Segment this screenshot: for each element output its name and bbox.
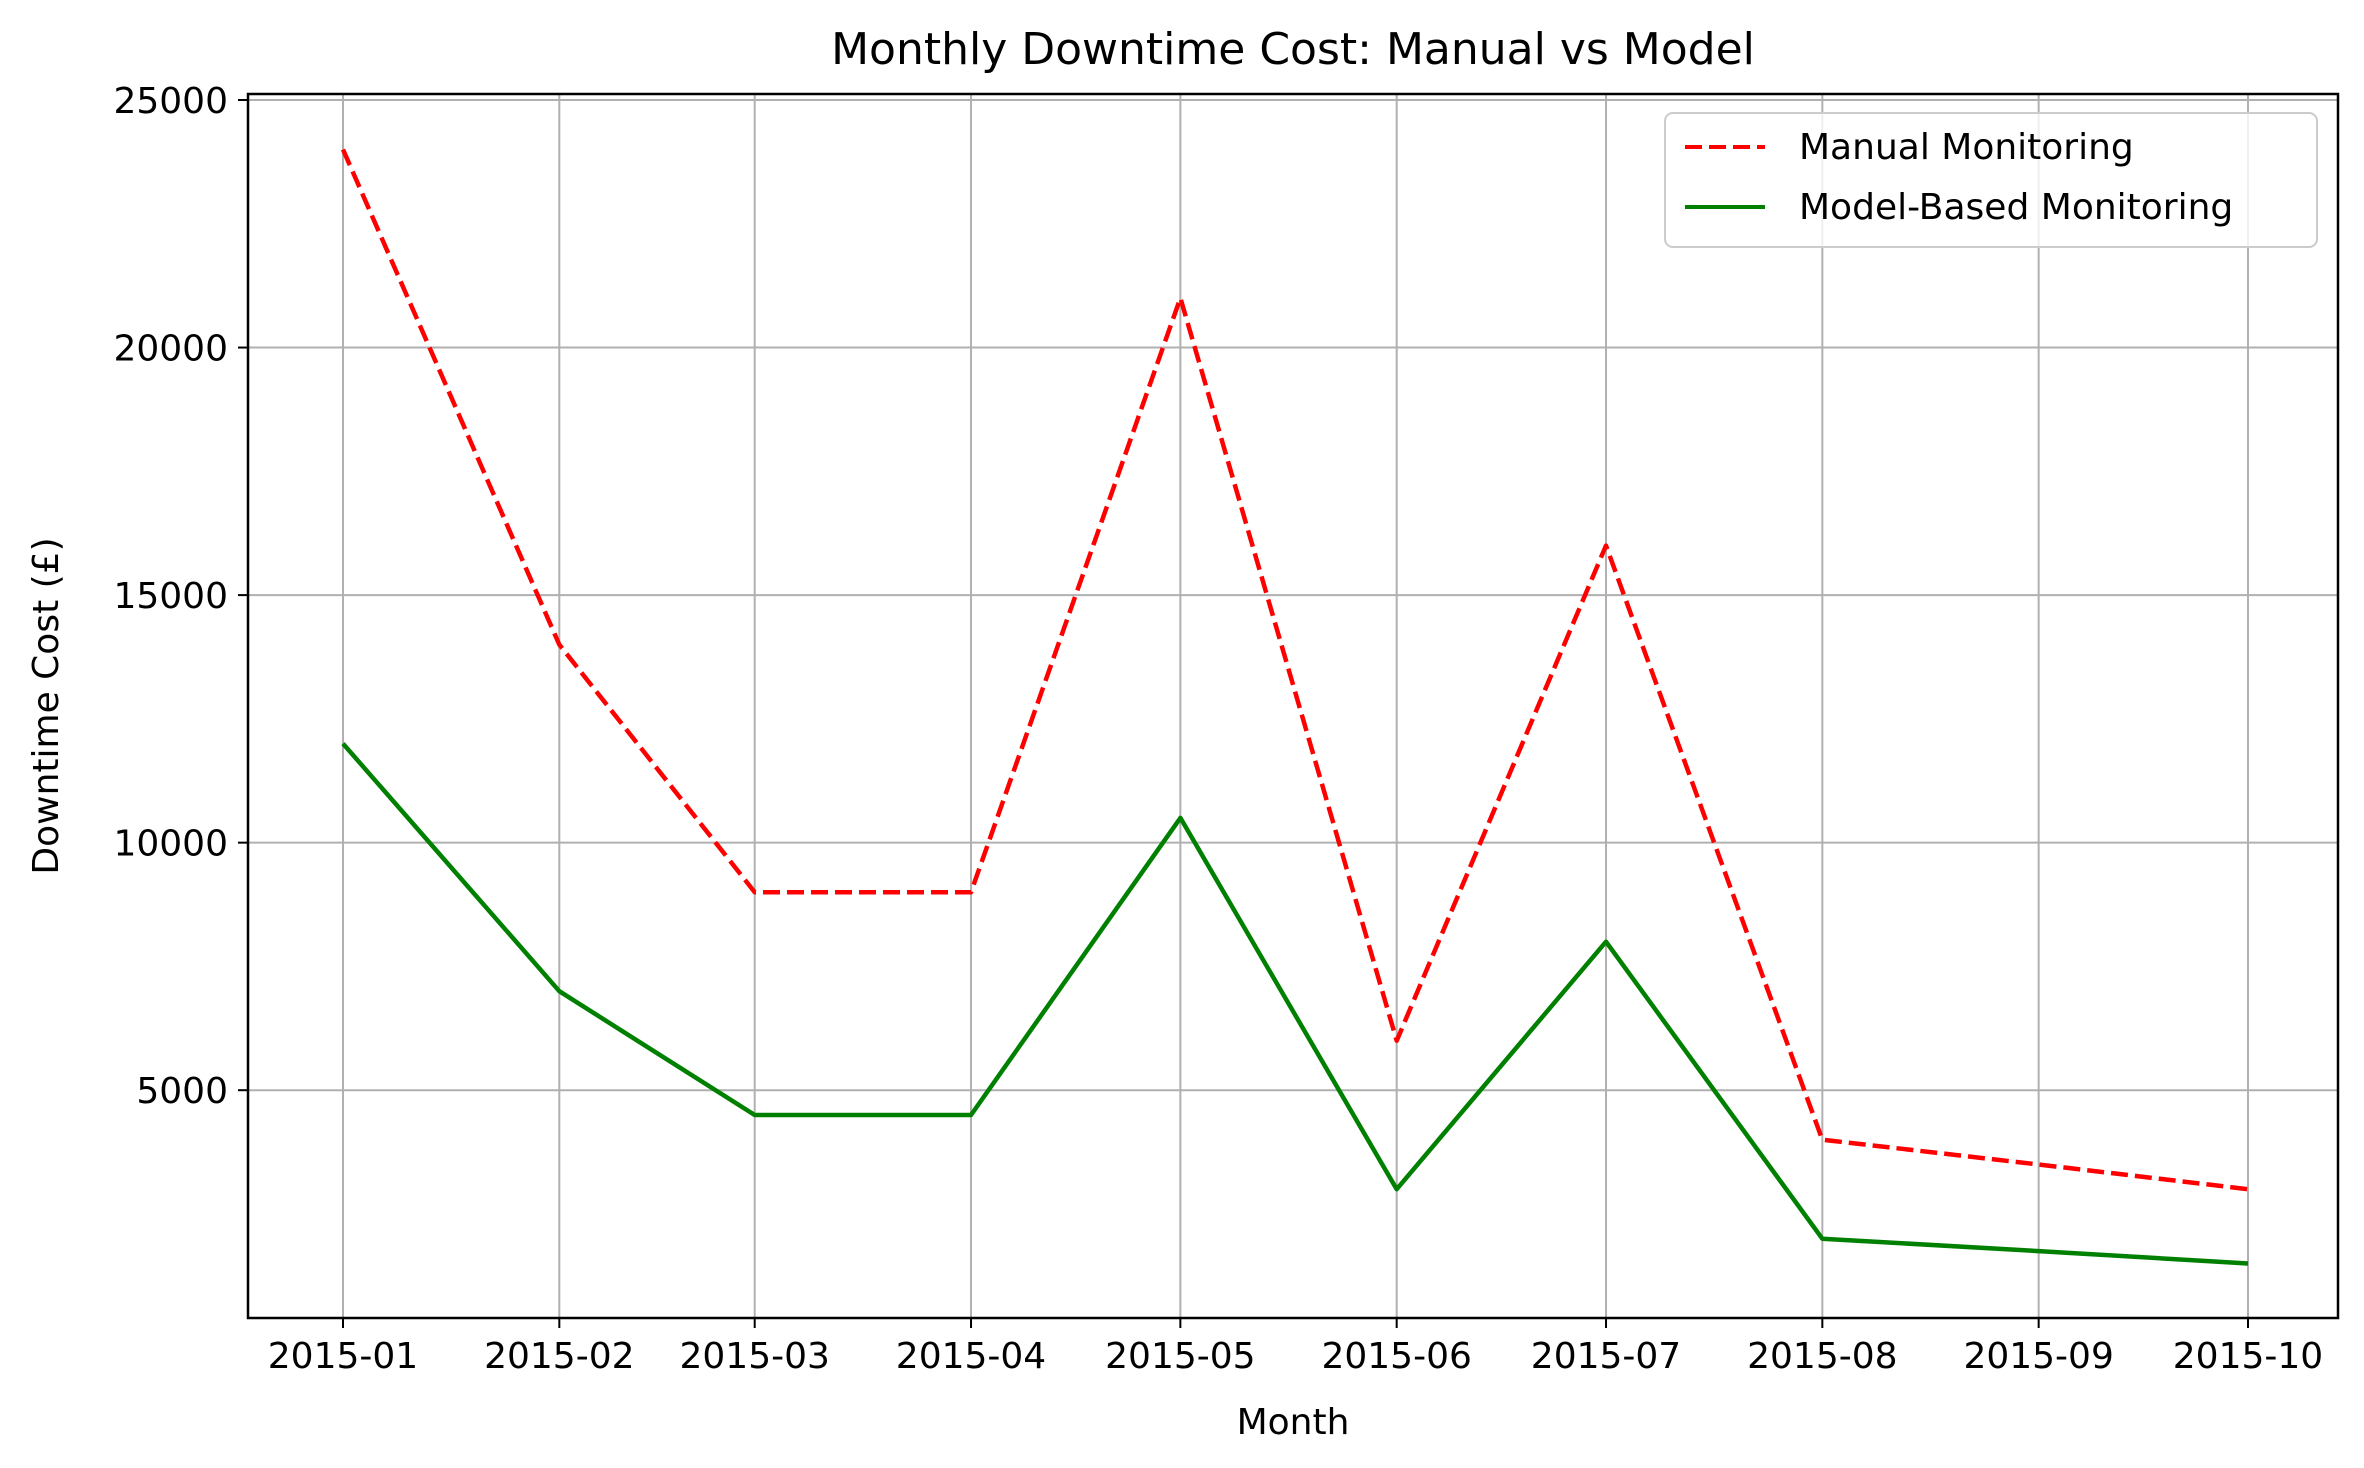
y-axis-label: Downtime Cost (£) [26, 537, 67, 874]
legend-label-model-based-monitoring: Model-Based Monitoring [1799, 187, 2233, 228]
series-lines [340, 148, 2249, 1266]
legend-box [1664, 112, 2318, 248]
x-tick-label: 2015-04 [896, 1336, 1046, 1377]
chart-title: Monthly Downtime Cost: Manual vs Model [831, 24, 1755, 75]
x-tick-label: 2015-01 [268, 1336, 418, 1377]
x-tick-label: 2015-03 [679, 1336, 829, 1377]
y-tick-label: 5000 [136, 1071, 228, 1112]
y-tick-label: 25000 [113, 81, 228, 122]
x-tick-label: 2015-02 [484, 1336, 634, 1377]
x-axis-ticks: 2015-01 2015-02 2015-03 2015-04 2015-05 2015-… [268, 1318, 2323, 1377]
series-line-manual-monitoring [340, 148, 2249, 1192]
y-tick-label: 20000 [113, 329, 228, 370]
x-tick-label: 2015-10 [2173, 1336, 2323, 1377]
y-tick-label: 10000 [113, 824, 228, 865]
x-tick-label: 2015-08 [1747, 1336, 1897, 1377]
y-tick-label: 15000 [113, 576, 228, 617]
plot-area-frame [246, 92, 2340, 1320]
x-tick-label: 2015-09 [1963, 1336, 2113, 1377]
x-tick-label: 2015-05 [1105, 1336, 1255, 1377]
grid [248, 94, 2338, 1318]
legend-label-manual-monitoring: Manual Monitoring [1799, 127, 2134, 168]
y-axis-ticks: 5000 10000 15000 20000 25000 [113, 81, 248, 1112]
legend: Manual Monitoring Model-Based Monitoring [1664, 112, 2318, 248]
x-tick-label: 2015-06 [1321, 1336, 1471, 1377]
series-line-model-based-monitoring [341, 742, 2249, 1266]
x-axis-label: Month [1237, 1402, 1350, 1443]
x-tick-label: 2015-07 [1531, 1336, 1681, 1377]
